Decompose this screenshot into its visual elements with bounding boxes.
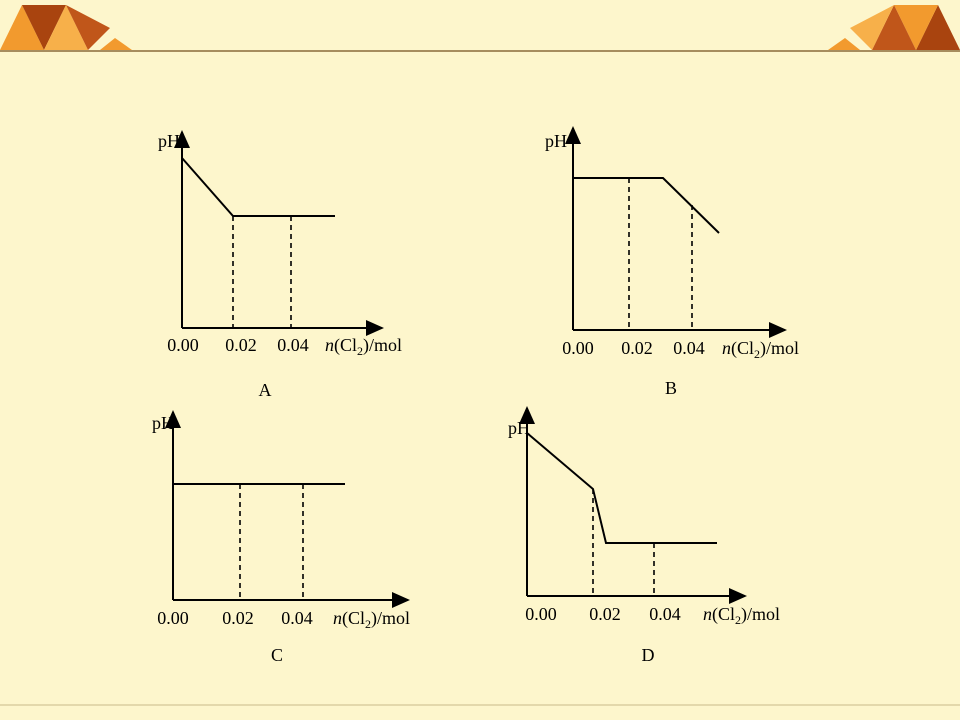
x-tick-label: 0.04 — [673, 338, 705, 358]
x-axis-label-subscript: 2 — [365, 617, 371, 631]
x-tick-label: 0.04 — [277, 335, 309, 355]
x-axis-label-subscript: 2 — [735, 613, 741, 627]
x-tick-label: 0.02 — [621, 338, 653, 358]
x-axis-label-italic: n — [722, 338, 731, 358]
x-tick-label: 0.02 — [589, 604, 621, 624]
y-axis-label: pH — [152, 413, 174, 433]
x-tick-label: 0.04 — [649, 604, 681, 624]
x-axis-label: n(Cl2)/mol — [703, 604, 780, 627]
y-axis-label: pH — [508, 418, 530, 438]
x-axis-label-text: (Cl — [342, 608, 365, 629]
graph-label: C — [271, 645, 283, 665]
x-tick-label: 0.00 — [157, 608, 189, 628]
x-axis-label-text: (Cl — [731, 338, 754, 359]
x-tick-label: 0.02 — [222, 608, 254, 628]
x-axis-label: n(Cl2)/mol — [333, 608, 410, 631]
graph: pH 0.00 0.02 0.04 n(Cl2)/mol A — [158, 130, 402, 400]
x-axis-label-italic: n — [703, 604, 712, 624]
decoration-top-left — [0, 5, 132, 50]
x-tick-label: 0.00 — [562, 338, 594, 358]
graph-label: D — [642, 645, 655, 665]
ph-curve — [181, 157, 335, 217]
x-axis-label-tail: )/mol — [371, 608, 410, 629]
x-tick-label: 0.02 — [225, 335, 257, 355]
x-tick-label: 0.00 — [525, 604, 557, 624]
y-axis-label: pH — [158, 131, 180, 151]
graph: pH 0.00 0.02 0.04 n(Cl2)/mol C — [152, 410, 410, 665]
ph-curve — [526, 432, 717, 544]
x-axis-label-subscript: 2 — [754, 347, 760, 361]
x-axis-label-italic: n — [325, 335, 334, 355]
x-axis-label-text: (Cl — [712, 604, 735, 625]
graph-label: B — [665, 378, 677, 398]
ph-curve — [573, 177, 720, 234]
x-axis-label-tail: )/mol — [760, 338, 799, 359]
x-axis-label: n(Cl2)/mol — [722, 338, 799, 361]
x-axis-label-tail: )/mol — [363, 335, 402, 356]
x-tick-label: 0.04 — [281, 608, 313, 628]
graph: pH 0.00 0.02 0.04 n(Cl2)/mol D — [508, 406, 780, 665]
x-axis-label-tail: )/mol — [741, 604, 780, 625]
decoration-top-right — [828, 5, 960, 50]
y-axis-label: pH — [545, 131, 567, 151]
graph-label: A — [259, 380, 272, 400]
x-axis-label-subscript: 2 — [357, 344, 363, 358]
x-axis-label-italic: n — [333, 608, 342, 628]
x-axis-label-text: (Cl — [334, 335, 357, 356]
x-axis-label: n(Cl2)/mol — [325, 335, 402, 358]
graph: pH 0.00 0.02 0.04 n(Cl2)/mol B — [545, 126, 799, 398]
x-tick-label: 0.00 — [167, 335, 199, 355]
